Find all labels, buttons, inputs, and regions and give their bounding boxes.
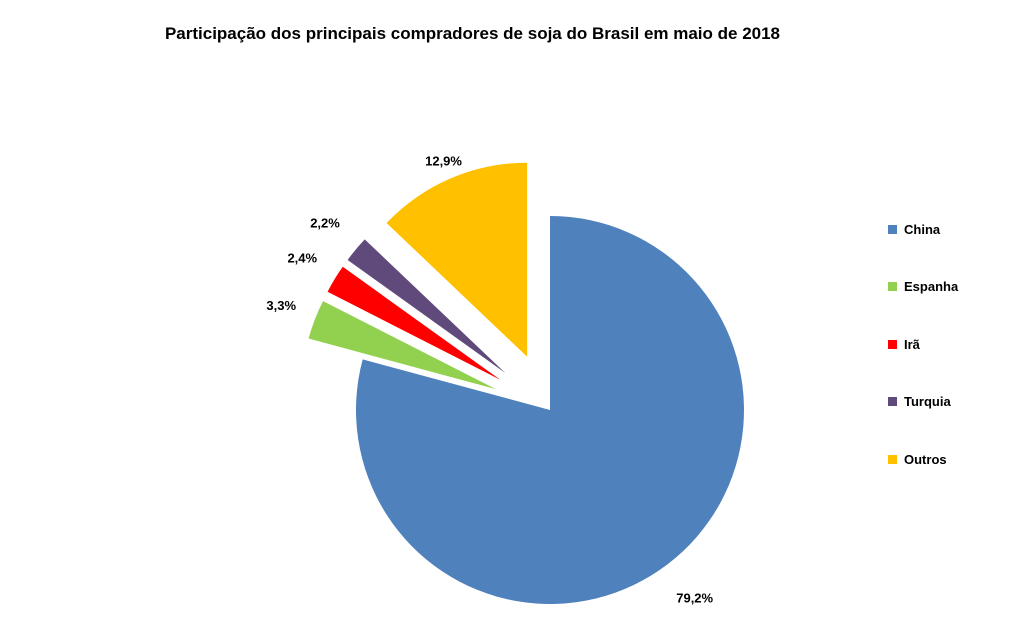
legend-label: Outros: [904, 451, 947, 467]
legend-swatch: [888, 454, 897, 464]
legend-label: Espanha: [904, 279, 959, 294]
pie-slice-espanha: [308, 301, 496, 390]
legend-label: China: [904, 221, 941, 237]
data-label-ira: 2,4%: [287, 251, 317, 266]
legend-swatch: [888, 339, 897, 349]
legend-swatch: [888, 397, 897, 406]
legend-label: Irã: [904, 336, 920, 352]
data-label-china: 79,2%: [676, 590, 713, 605]
data-label-turquia: 2,2%: [310, 215, 340, 230]
legend-item-china: China: [888, 219, 1008, 239]
pie-slice-turquia: [347, 239, 506, 374]
data-label-outros: 12,9%: [425, 153, 462, 168]
pie-slice-ira: [327, 266, 501, 380]
legend-item-outros: Outros: [888, 449, 1008, 469]
legend-label: Turquia: [904, 394, 951, 409]
pie-slice-china: [356, 216, 745, 604]
legend: China Espanha Irã Turquia Outros: [888, 219, 1008, 507]
data-label-espanha: 3,3%: [266, 298, 296, 313]
pie-slice-outros: [386, 162, 528, 357]
legend-swatch: [888, 282, 897, 291]
legend-item-ira: Irã: [888, 334, 1008, 354]
chart-title: Participação dos principais compradores …: [164, 24, 781, 43]
legend-swatch: [888, 224, 897, 234]
pie-data-labels: 79,2% 3,3% 2,4% 2,2% 12,9%: [266, 153, 713, 605]
legend-item-turquia: Turquia: [888, 392, 1008, 412]
pie-slices: [308, 162, 745, 604]
legend-item-espanha: Espanha: [888, 277, 1008, 297]
